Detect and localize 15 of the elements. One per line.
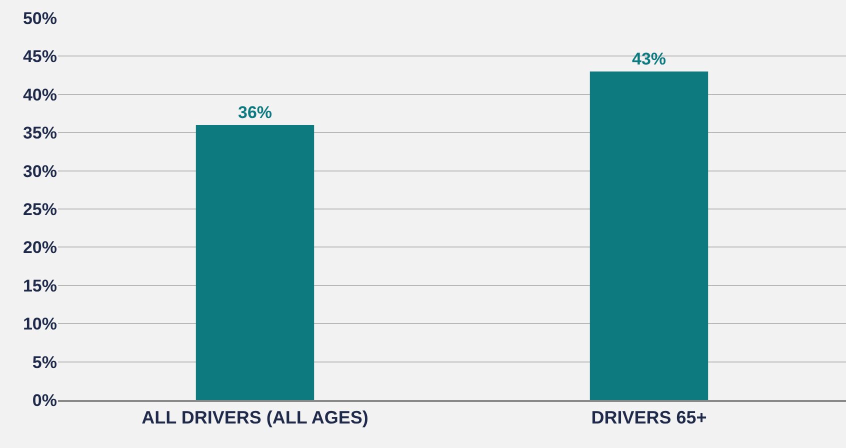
y-tick-label: 15% xyxy=(22,276,57,296)
y-tick-label: 0% xyxy=(32,390,57,410)
y-tick-label: 20% xyxy=(22,238,57,258)
x-tick-label: DRIVERS 65+ xyxy=(591,407,707,428)
y-tick-label: 35% xyxy=(22,124,57,143)
y-tick-label: 30% xyxy=(22,162,57,181)
y-tick-label: 45% xyxy=(22,47,57,66)
x-tick-label: ALL DRIVERS (ALL AGES) xyxy=(142,407,368,428)
data-label: 36% xyxy=(238,102,272,122)
y-tick-label: 5% xyxy=(32,352,57,372)
y-tick-label: 25% xyxy=(22,200,57,219)
y-tick-label: 50% xyxy=(22,8,57,28)
data-label: 43% xyxy=(632,49,666,68)
y-tick-label: 40% xyxy=(22,85,57,104)
y-tick-label: 10% xyxy=(22,314,57,334)
